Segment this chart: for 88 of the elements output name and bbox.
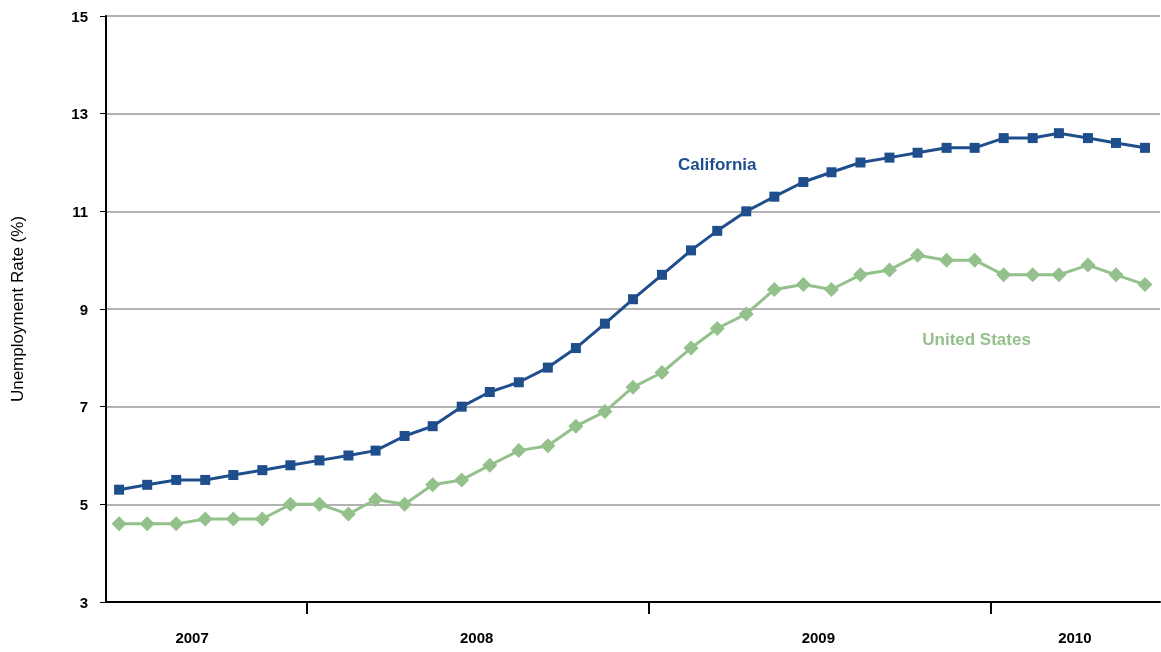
- point: [823, 281, 839, 297]
- point: [686, 245, 697, 256]
- point: [513, 377, 524, 388]
- x-tick-label: 2009: [801, 629, 836, 646]
- point: [910, 247, 926, 263]
- point: [511, 443, 527, 459]
- point: [142, 479, 153, 490]
- point: [826, 167, 837, 178]
- series-label: California: [678, 154, 757, 174]
- point: [625, 379, 641, 395]
- point: [657, 269, 668, 280]
- point: [1082, 133, 1093, 144]
- point: [568, 418, 584, 434]
- point: [769, 191, 780, 202]
- point: [397, 496, 413, 512]
- y-tick-label: 13: [71, 105, 88, 123]
- point: [798, 177, 809, 188]
- point: [370, 445, 381, 456]
- point: [1140, 142, 1151, 153]
- point: [852, 267, 868, 283]
- point: [998, 133, 1009, 144]
- y-tick-label: 5: [79, 495, 88, 513]
- point: [939, 252, 955, 268]
- point: [200, 474, 211, 485]
- point: [597, 404, 613, 420]
- point: [712, 225, 723, 236]
- point: [855, 157, 866, 168]
- y-axis-title: Unemployment Rate (%): [8, 215, 27, 403]
- point: [1027, 133, 1038, 144]
- point: [482, 457, 498, 473]
- point: [254, 511, 270, 527]
- point: [542, 362, 553, 373]
- point: [484, 387, 495, 398]
- text: United States: [922, 329, 1031, 349]
- point: [881, 262, 897, 278]
- point: [741, 206, 752, 217]
- point: [427, 421, 438, 432]
- point: [168, 516, 184, 532]
- point: [314, 455, 325, 466]
- point: [1108, 267, 1124, 283]
- x-tick-label: 2010: [1058, 629, 1092, 646]
- point: [1051, 267, 1067, 283]
- point: [368, 491, 384, 507]
- point: [454, 472, 470, 488]
- y-tick-label: 11: [72, 202, 88, 220]
- point: [311, 496, 327, 512]
- point: [969, 142, 980, 153]
- point: [996, 267, 1012, 283]
- point: [941, 142, 952, 153]
- point: [795, 277, 811, 293]
- point: [599, 318, 610, 329]
- point: [171, 474, 182, 485]
- x-tick-label: 2008: [459, 629, 494, 646]
- point: [425, 477, 441, 493]
- y-tick-label: 3: [79, 593, 88, 611]
- point: [340, 506, 356, 522]
- y-tick-label: 15: [71, 7, 88, 25]
- point: [540, 438, 556, 454]
- point: [282, 496, 298, 512]
- point: [1111, 137, 1122, 148]
- point: [628, 294, 638, 305]
- point: [654, 364, 670, 380]
- point: [111, 516, 127, 532]
- point: [1080, 257, 1096, 273]
- point: [1053, 128, 1064, 139]
- y-tick-label: 7: [79, 398, 88, 416]
- point: [139, 516, 155, 532]
- point: [285, 460, 296, 471]
- point: [114, 484, 125, 495]
- point: [738, 306, 754, 322]
- point: [1137, 277, 1153, 293]
- point: [570, 343, 581, 354]
- point: [884, 152, 895, 163]
- y-tick-label: 9: [79, 300, 88, 318]
- point: [912, 147, 923, 158]
- point: [967, 252, 983, 268]
- point: [197, 511, 213, 527]
- point: [399, 430, 410, 441]
- point: [257, 465, 268, 476]
- point: [225, 511, 241, 527]
- point: [766, 281, 782, 297]
- x-tick-label: 2007: [175, 629, 209, 646]
- point: [683, 340, 699, 356]
- point: [228, 470, 239, 481]
- point: [343, 450, 354, 461]
- point: [456, 401, 467, 412]
- point: [709, 321, 725, 337]
- point: [1025, 267, 1041, 283]
